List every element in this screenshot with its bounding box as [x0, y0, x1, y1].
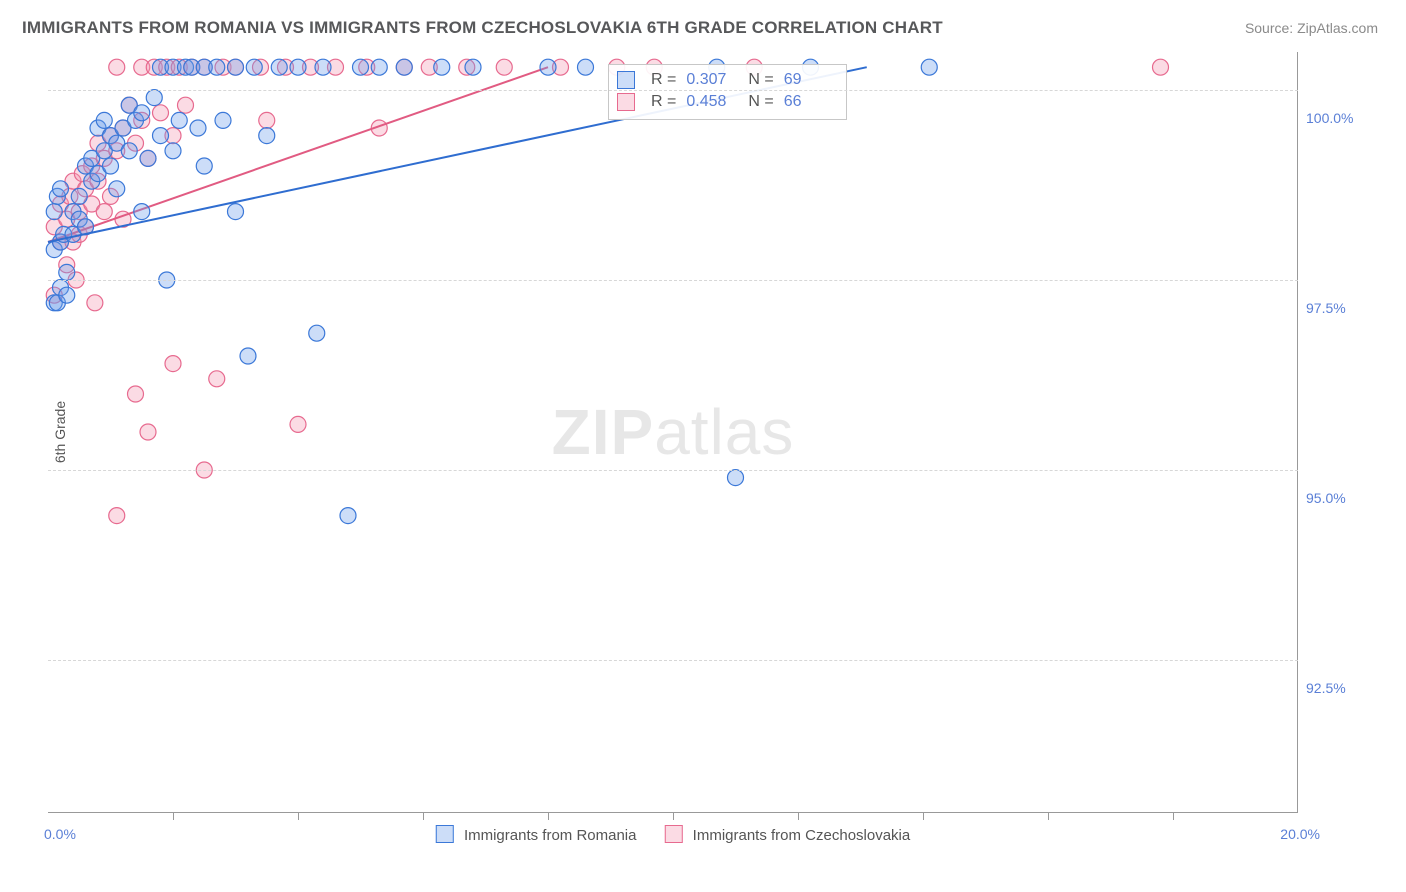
data-point [371, 59, 387, 75]
data-point [465, 59, 481, 75]
data-point [259, 128, 275, 144]
data-point [178, 97, 194, 113]
data-point [165, 356, 181, 372]
data-point [540, 59, 556, 75]
source-attribution: Source: ZipAtlas.com [1245, 20, 1378, 36]
n-value-romania: 69 [784, 71, 836, 89]
data-point [146, 90, 162, 106]
data-point [259, 112, 275, 128]
data-point [109, 59, 125, 75]
grid-line [48, 660, 1298, 661]
data-point [578, 59, 594, 75]
data-point [228, 59, 244, 75]
n-label: N = [748, 93, 773, 111]
data-point [353, 59, 369, 75]
y-axis-label: 6th Grade [52, 401, 68, 463]
legend-swatch-czech-icon [664, 825, 682, 843]
data-point [1153, 59, 1169, 75]
data-point [340, 508, 356, 524]
data-point [290, 416, 306, 432]
legend-swatch-romania [617, 71, 635, 89]
y-tick-label: 97.5% [1306, 300, 1376, 316]
bottom-legend: Immigrants from Romania Immigrants from … [436, 825, 910, 844]
x-tick [673, 812, 674, 820]
data-point [109, 181, 125, 197]
data-point [271, 59, 287, 75]
data-point [228, 204, 244, 220]
x-axis-max-label: 20.0% [1280, 826, 1320, 842]
data-point [171, 112, 187, 128]
chart-title: IMMIGRANTS FROM ROMANIA VS IMMIGRANTS FR… [22, 18, 943, 38]
y-tick-label: 92.5% [1306, 680, 1376, 696]
data-point [165, 143, 181, 159]
data-point [240, 348, 256, 364]
x-tick [923, 812, 924, 820]
data-point [153, 128, 169, 144]
correlation-row-czech: R = 0.458 N = 66 [617, 91, 836, 113]
data-point [87, 295, 103, 311]
data-point [434, 59, 450, 75]
data-point [109, 508, 125, 524]
grid-line [48, 280, 1298, 281]
data-point [96, 112, 112, 128]
data-point [209, 59, 225, 75]
x-tick [1048, 812, 1049, 820]
r-value-romania: 0.307 [686, 71, 738, 89]
legend-swatch-czech [617, 93, 635, 111]
data-point [134, 105, 150, 121]
data-point [209, 371, 225, 387]
grid-line [48, 470, 1298, 471]
data-point [121, 143, 137, 159]
data-point [53, 181, 69, 197]
x-tick [1173, 812, 1174, 820]
x-tick [173, 812, 174, 820]
scatter-svg [48, 52, 1298, 812]
data-point [190, 120, 206, 136]
x-axis-min-label: 0.0% [44, 826, 76, 842]
data-point [396, 59, 412, 75]
data-point [71, 188, 87, 204]
data-point [921, 59, 937, 75]
data-point [59, 287, 75, 303]
legend-label-romania: Immigrants from Romania [464, 827, 637, 844]
x-tick [298, 812, 299, 820]
plot-area: ZIPatlas R = 0.307 N = 69 R = 0.458 N = … [48, 52, 1298, 813]
y-tick-label: 95.0% [1306, 490, 1376, 506]
data-point [496, 59, 512, 75]
data-point [140, 424, 156, 440]
x-tick [548, 812, 549, 820]
data-point [728, 470, 744, 486]
data-point [134, 204, 150, 220]
data-point [309, 325, 325, 341]
legend-swatch-romania-icon [436, 825, 454, 843]
correlation-row-romania: R = 0.307 N = 69 [617, 69, 836, 91]
legend-item-romania: Immigrants from Romania [436, 825, 637, 844]
data-point [290, 59, 306, 75]
legend-item-czech: Immigrants from Czechoslovakia [664, 825, 910, 844]
data-point [196, 158, 212, 174]
data-point [103, 158, 119, 174]
data-point [215, 112, 231, 128]
data-point [96, 204, 112, 220]
grid-line [48, 90, 1298, 91]
x-tick [423, 812, 424, 820]
data-point [59, 264, 75, 280]
data-point [153, 105, 169, 121]
x-tick [798, 812, 799, 820]
n-value-czech: 66 [784, 93, 836, 111]
r-label: R = [651, 71, 676, 89]
data-point [246, 59, 262, 75]
data-point [315, 59, 331, 75]
data-point [128, 386, 144, 402]
y-tick-label: 100.0% [1306, 110, 1376, 126]
legend-label-czech: Immigrants from Czechoslovakia [693, 827, 911, 844]
data-point [140, 150, 156, 166]
r-label: R = [651, 93, 676, 111]
correlation-box: R = 0.307 N = 69 R = 0.458 N = 66 [608, 64, 847, 120]
n-label: N = [748, 71, 773, 89]
data-point [46, 204, 62, 220]
r-value-czech: 0.458 [686, 93, 738, 111]
